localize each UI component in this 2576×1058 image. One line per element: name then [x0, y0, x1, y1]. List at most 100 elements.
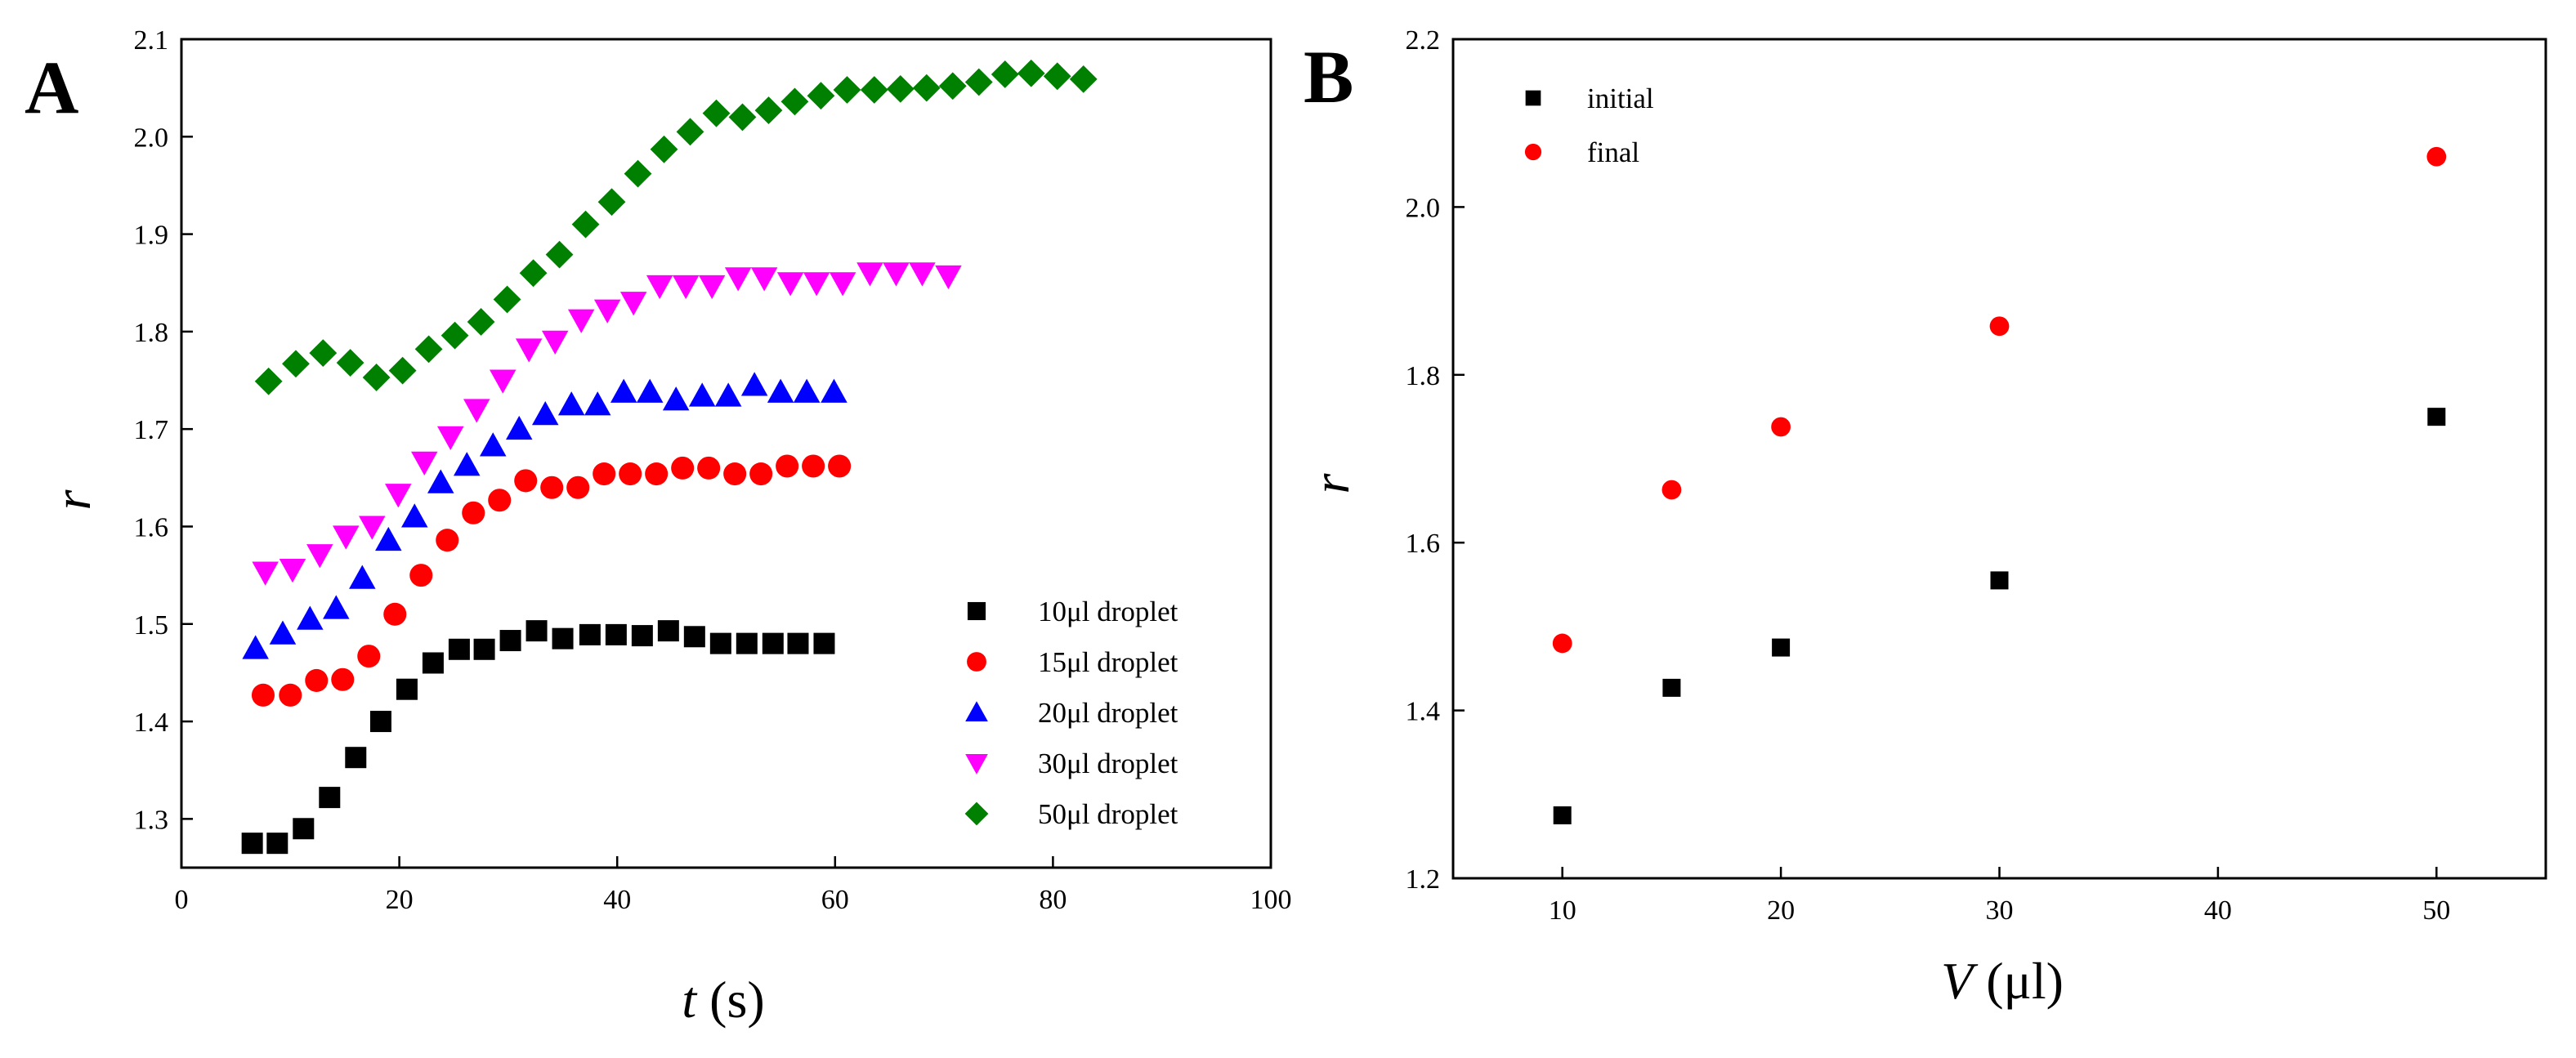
panel-a-series-4-point: [567, 309, 595, 333]
panel-a-series-1-point: [736, 632, 758, 654]
panel-b-x-axis-title: V (μl): [1941, 952, 2064, 1010]
panel-a-series-2-point: [409, 564, 433, 587]
panel-a-series-1-point: [345, 747, 367, 769]
panel-a-y-tick-label: 1.6: [134, 512, 169, 542]
panel-a-series-4-point: [909, 262, 936, 287]
panel-a-series-2-point: [619, 462, 642, 486]
panel-a-series-3-point: [767, 378, 794, 403]
panel-a-series-1-point: [422, 652, 444, 674]
panel-a-series-2-point: [671, 456, 695, 480]
panel-a-legend-label-4: 30μl droplet: [1038, 748, 1178, 779]
panel-b-series-1-point: [1662, 678, 1681, 697]
panel-a-series-5-point: [886, 74, 915, 103]
panel-b-series-1-point: [1553, 806, 1572, 824]
panel-a-series-3-point: [557, 391, 585, 416]
panel-a-series-4-point: [803, 272, 830, 297]
panel-a-series-3-point: [349, 565, 376, 589]
panel-b-letter: B: [1304, 35, 1353, 118]
panel-a-series-5-point: [493, 285, 521, 314]
panel-a-y-tick-label: 2.1: [134, 25, 169, 56]
panel-a-series-1-point: [657, 620, 679, 642]
panel-b-legend-label-2: final: [1587, 136, 1639, 168]
panel-a-series-1-point: [813, 632, 835, 654]
panel-a-series-5-point: [545, 240, 574, 269]
panel-a-series-5-point: [754, 96, 783, 124]
panel-a-y-tick-label: 1.9: [134, 221, 169, 251]
panel-a-series-5-point: [597, 188, 626, 217]
panel-b-y-tick-label: 1.8: [1406, 361, 1441, 391]
panel-a-series-4-point: [437, 426, 464, 450]
panel-a-series-4-point: [646, 275, 673, 300]
panel-a-series-4-point: [856, 262, 883, 287]
panel-a-series-3-point: [714, 382, 742, 407]
panel-b-y-axis-title: r: [1302, 472, 1360, 493]
panel-a-series-3-point: [740, 372, 768, 396]
panel-b-series-2-point: [1771, 417, 1791, 437]
panel-a-series-3-point: [242, 635, 269, 659]
panel-a-series-5-point: [414, 335, 443, 364]
panel-a-y-tick-label: 2.0: [134, 123, 169, 153]
panel-a-series-3-point: [401, 503, 428, 528]
panel-a-series-5-point: [780, 87, 809, 116]
panel-a-series-2-point: [645, 462, 669, 486]
panel-a-series-2-point: [828, 454, 852, 478]
panel-a-series-2-point: [697, 456, 721, 480]
panel-a-series-3-point: [427, 469, 454, 493]
panel-a-series-4-point: [593, 299, 621, 324]
panel-a-series-4-point: [698, 275, 726, 300]
panel-b-series-2-point: [1661, 480, 1682, 500]
panel-a-x-tick-label: 0: [175, 885, 189, 915]
panel-a-series-2-point: [279, 683, 302, 707]
panel-a-series-4-point: [724, 267, 752, 292]
panel-a-series-3-point: [323, 595, 350, 619]
panel-a-series-5-point: [388, 356, 417, 385]
panel-a-series-3-point: [297, 605, 324, 630]
panel-b-y-tick-label: 1.4: [1406, 697, 1441, 727]
panel-a-series-1-point: [473, 638, 495, 660]
panel-a-chart: A r t (s) 0 20 40 60 80 100 1.3 1.4 1.5 1.6 1.7 1.8…: [25, 25, 1292, 1029]
panel-a-series-4-point: [385, 484, 412, 508]
panel-a-series-5-point: [728, 103, 757, 132]
panel-a-series-5-point: [860, 76, 888, 104]
panel-b-series-2-point: [2426, 146, 2447, 167]
panel-b-series-1-point: [2427, 408, 2446, 426]
panel-a-legend-marker-2: [967, 652, 986, 672]
panel-a-series-1-point: [396, 678, 418, 700]
panel-a-series-3-point: [453, 452, 481, 476]
panel-a-x-tick-label: 60: [821, 885, 849, 915]
panel-a-series-3-point: [662, 386, 690, 411]
panel-a-legend-marker-3: [965, 701, 988, 722]
panel-a-series-1-point: [293, 818, 315, 840]
panel-a-series-5-point: [362, 364, 391, 391]
panel-a-series-3-point: [375, 526, 402, 551]
panel-b-y-tick-label: 2.0: [1406, 193, 1441, 223]
panel-b-series-2-point: [1989, 316, 2010, 337]
panel-a-series-5-point: [676, 118, 704, 146]
panel-a-x-tick-label: 20: [386, 885, 414, 915]
panel-a-series-5-point: [702, 99, 731, 127]
panel-a-series-2-point: [593, 462, 616, 486]
panel-a-legend-marker-1: [967, 601, 986, 621]
panel-b-series-1-point: [1990, 571, 2009, 590]
panel-a-series-5-point: [1043, 62, 1071, 91]
panel-b-series-1-point: [1772, 638, 1791, 657]
panel-a-series-1-point: [241, 833, 263, 855]
panel-a-series-1-point: [709, 632, 731, 654]
panel-a-x-axis-var: t: [682, 971, 698, 1029]
panel-a-y-axis-title: r: [43, 489, 101, 510]
panel-a-series-5-point: [519, 259, 548, 288]
panel-a-letter: A: [25, 46, 78, 129]
panel-b-x-tick-label: 20: [1767, 895, 1795, 926]
panel-b-x-tick-label: 30: [1986, 895, 2014, 926]
panel-a-series-3-point: [269, 620, 297, 645]
panel-b-series-2-point: [1552, 633, 1572, 654]
panel-a-series-1-point: [552, 627, 574, 650]
panel-a-series-2-point: [566, 475, 590, 499]
panel-a-series-5-point: [624, 159, 652, 188]
panel-a-series-5-point: [912, 74, 941, 102]
panel-a-series-2-point: [488, 489, 512, 512]
panel-a-series-2-point: [305, 668, 329, 692]
panel-a-y-tick-label: 1.3: [134, 805, 169, 835]
panel-a-series-2-point: [776, 454, 799, 478]
panel-a-series-2-point: [436, 529, 459, 552]
